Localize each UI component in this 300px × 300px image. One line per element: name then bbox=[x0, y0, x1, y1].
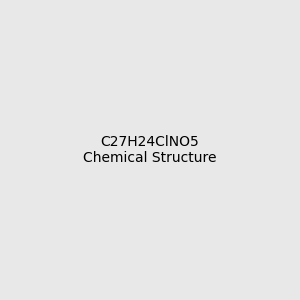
Text: C27H24ClNO5
Chemical Structure: C27H24ClNO5 Chemical Structure bbox=[83, 135, 217, 165]
